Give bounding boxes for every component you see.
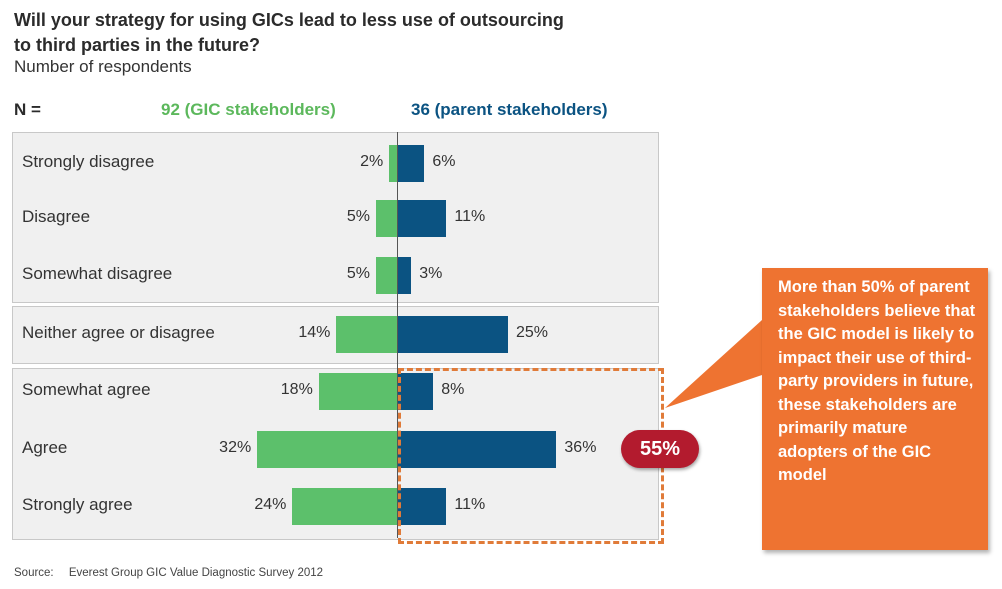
gic-value-label-somewhat-agree: 18% [280,381,313,398]
parent-bar-disagree [398,199,447,237]
center-axis-line [397,132,398,538]
parent-bar-somewhat-agree [398,372,434,410]
parent-series-header: 36 (parent stakeholders) [411,100,608,119]
gic-value-label-neither-agree-or-disagree: 14% [298,324,331,341]
parent-value-label-somewhat-agree: 8% [441,381,465,398]
parent-bar-somewhat-disagree [398,256,412,294]
chart-subtitle: Number of respondents [14,57,192,76]
category-label-somewhat-agree: Somewhat agree [22,380,151,399]
parent-value-label-strongly-disagree: 6% [432,153,456,170]
parent-value-label-neither-agree-or-disagree: 25% [516,324,549,341]
gic-bar-somewhat-agree [318,372,398,410]
gic-bar-strongly-agree [292,487,398,525]
gic-series-header: 92 (GIC stakeholders) [161,100,336,119]
gic-bar-agree [257,430,398,468]
source-text: Everest Group GIC Value Diagnostic Surve… [68,567,324,579]
gic-value-label-agree: 32% [219,439,252,456]
parent-value-label-somewhat-disagree: 3% [419,265,443,282]
callout-pointer [665,320,762,408]
callout-box [762,268,988,550]
category-label-somewhat-disagree: Somewhat disagree [22,264,173,283]
disagree-group-panel [12,132,659,303]
gic-value-label-strongly-agree: 24% [254,496,287,513]
neutral-group-panel [12,306,659,364]
gic-value-label-strongly-disagree: 2% [360,153,384,170]
parent-bar-agree [398,430,557,468]
parent-value-label-agree: 36% [564,439,597,456]
category-label-neither-agree-or-disagree: Neither agree or disagree [22,323,215,342]
source-label: Source: [14,567,54,579]
parent-bar-neither-agree-or-disagree [398,315,508,353]
gic-bar-neither-agree-or-disagree [336,315,398,353]
gic-value-label-disagree: 5% [346,208,370,225]
gic-bar-disagree [376,199,398,237]
category-label-disagree: Disagree [22,207,91,226]
parent-value-label-strongly-agree: 11% [454,496,486,513]
n-label: N = [14,100,41,119]
category-label-agree: Agree [22,438,68,457]
category-label-strongly-disagree: Strongly disagree [22,152,155,171]
category-label-strongly-agree: Strongly agree [22,495,133,514]
gic-value-label-somewhat-disagree: 5% [346,265,370,282]
gic-bar-somewhat-disagree [376,256,398,294]
parent-value-label-disagree: 11% [454,208,486,225]
gic-bar-strongly-disagree [389,144,398,182]
parent-bar-strongly-disagree [398,144,425,182]
chart-title: Will your strategy for using GICs lead t… [14,10,564,55]
parent-bar-strongly-agree [398,487,447,525]
callout-text: More than 50% of parent stakeholders bel… [778,278,976,484]
source-note: Source: Everest Group GIC Value Diagnost… [14,567,335,579]
highlight-percent-badge: 55% [621,430,699,468]
